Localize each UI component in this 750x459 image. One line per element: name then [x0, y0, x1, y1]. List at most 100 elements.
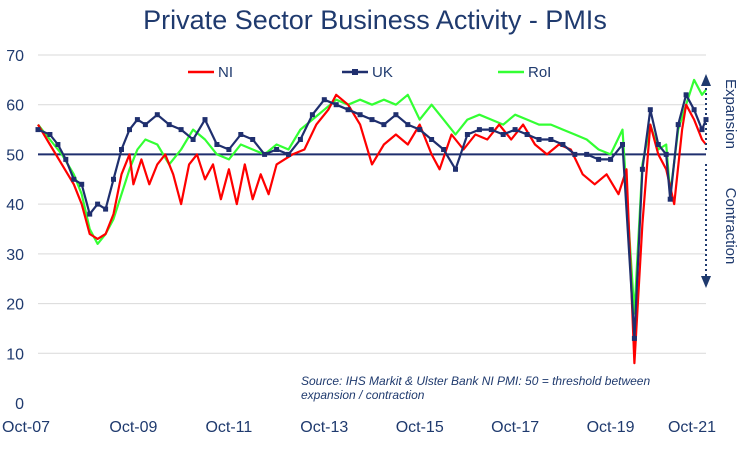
data-point-uk [639, 166, 645, 172]
data-point-uk [238, 132, 244, 137]
data-point-uk [647, 107, 653, 113]
data-point-uk [111, 176, 116, 182]
data-point-uk [620, 142, 625, 147]
data-point-uk [393, 112, 399, 118]
x-tick-label: Oct-19 [587, 419, 635, 436]
data-point-uk [405, 122, 411, 128]
legend-label-ni: NI [218, 64, 233, 81]
data-point-uk [250, 137, 256, 142]
data-point-uk [202, 117, 208, 123]
data-point-uk [476, 127, 482, 133]
data-point-uk [453, 166, 458, 172]
data-point-uk [226, 147, 232, 152]
y-tick-label: 30 [6, 247, 24, 264]
data-point-uk [548, 137, 554, 142]
data-point-uk [536, 137, 542, 142]
data-point-uk [262, 151, 268, 157]
x-tick-label: Oct-13 [300, 419, 348, 436]
data-point-uk [608, 156, 614, 162]
data-point-uk [369, 117, 375, 123]
expansion-annotation: Expansion [701, 74, 739, 150]
data-point-uk [333, 102, 339, 108]
data-point-uk [560, 142, 566, 147]
legend-item-ni: NI [188, 64, 233, 81]
contraction-annotation: Contraction [701, 164, 739, 288]
data-point-uk [631, 335, 637, 341]
data-point-uk [63, 156, 69, 162]
data-point-uk [584, 151, 590, 157]
data-point-uk [500, 132, 506, 137]
legend-label-roi: RoI [528, 64, 551, 81]
legend-label-uk: UK [372, 64, 393, 81]
data-point-uk [87, 211, 93, 217]
data-point-uk [142, 122, 148, 128]
data-point-uk [691, 107, 697, 113]
data-point-uk [488, 127, 494, 133]
y-tick-label: 50 [6, 147, 24, 164]
data-point-uk [441, 147, 447, 152]
series-roi [37, 78, 707, 315]
x-tick-label: Oct-07 [2, 419, 50, 436]
source-note-line1: Source: IHS Markit & Ulster Bank NI PMI:… [301, 374, 650, 388]
data-point-uk [274, 147, 280, 152]
data-point-uk [47, 132, 53, 137]
series-line-roi [37, 78, 707, 315]
data-point-uk [71, 176, 77, 182]
data-point-uk [345, 107, 351, 113]
y-tick-label: 20 [6, 297, 24, 314]
series-uk [35, 92, 709, 341]
x-tick-label: Oct-09 [109, 419, 157, 436]
series-line-uk [37, 93, 708, 340]
y-tick-label: 10 [6, 346, 24, 363]
data-point-uk [95, 201, 101, 207]
data-point-uk [655, 142, 661, 147]
series-line-ni [37, 93, 707, 365]
data-point-uk [417, 127, 423, 133]
y-tick-label: 60 [6, 98, 24, 115]
expansion-arrow-head [701, 74, 711, 86]
data-point-uk [178, 127, 184, 133]
data-point-uk [464, 132, 470, 137]
data-point-uk [119, 147, 124, 152]
data-point-uk [297, 137, 303, 142]
x-tick-label: Oct-15 [396, 419, 444, 436]
y-tick-label: 0 [15, 396, 24, 413]
series-layer [35, 78, 709, 365]
expansion-label: Expansion [722, 79, 739, 149]
x-axis-ticks: Oct-07 Oct-09 Oct-11 Oct-13 Oct-15 Oct-17 Oct-… [2, 419, 716, 436]
data-point-uk [79, 181, 85, 187]
contraction-label: Contraction [722, 188, 739, 265]
y-tick-label: 70 [6, 48, 24, 65]
data-point-uk [381, 122, 387, 128]
legend-marker-uk [352, 69, 358, 75]
data-point-uk [596, 156, 602, 162]
data-point-uk [357, 112, 363, 118]
data-point-uk [127, 127, 132, 133]
data-point-uk [667, 196, 673, 202]
data-point-uk [321, 97, 327, 103]
data-point-uk [675, 122, 681, 128]
data-point-uk [572, 151, 578, 157]
data-point-uk [524, 132, 530, 137]
data-point-uk [699, 127, 705, 133]
data-point-uk [154, 112, 160, 118]
data-point-uk [35, 127, 41, 133]
data-point-uk [190, 137, 196, 142]
legend-item-roi: RoI [498, 64, 551, 81]
source-note-line2: expansion / contraction [301, 388, 425, 402]
data-point-uk [512, 127, 518, 133]
x-tick-label: Oct-11 [205, 419, 252, 436]
data-point-uk [55, 142, 61, 147]
data-point-uk [663, 151, 669, 157]
y-axis-ticks: 0 10 20 30 40 50 60 70 [6, 48, 24, 413]
y-tick-label: 40 [6, 197, 24, 214]
chart-title: Private Sector Business Activity - PMIs [143, 5, 607, 35]
data-point-uk [309, 112, 315, 118]
legend: NI UK RoI [188, 64, 551, 81]
data-point-uk [429, 137, 435, 142]
series-ni [37, 93, 707, 365]
data-point-uk [214, 142, 220, 147]
data-point-uk [103, 206, 109, 212]
